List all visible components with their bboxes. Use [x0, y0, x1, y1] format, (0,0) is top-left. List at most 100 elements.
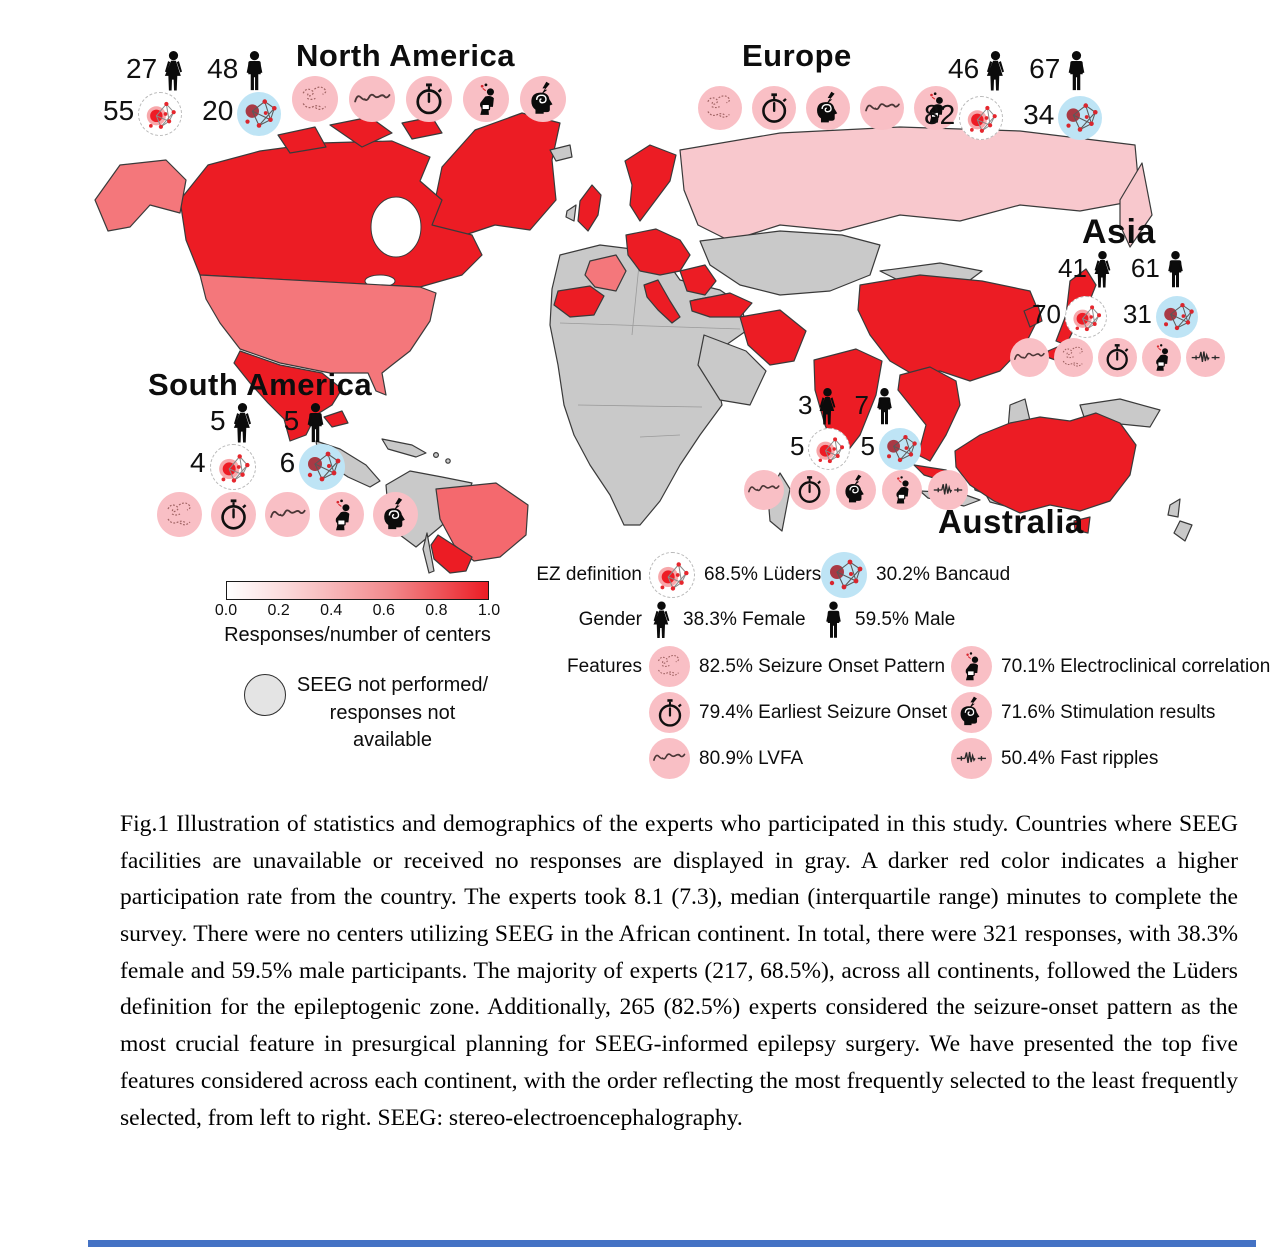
map-greenland	[429, 112, 561, 236]
luders-icon	[1064, 296, 1107, 338]
luders-count: 55	[103, 95, 135, 126]
earliest-seizure-onset-icon	[790, 470, 830, 510]
female-count: 46	[948, 53, 980, 84]
map-mexico	[233, 350, 343, 442]
stimulation-results-icon	[806, 86, 850, 130]
lvfa-icon	[649, 738, 690, 779]
female-icon	[815, 387, 840, 426]
map-scandinavia	[624, 144, 677, 222]
earliest-seizure-onset-icon	[649, 692, 690, 733]
female-percent: 38.3% Female	[683, 609, 806, 630]
stimulation-results-icon	[520, 76, 566, 122]
map-central-asia	[699, 230, 881, 296]
no-seeg-gray-circle	[244, 674, 286, 716]
electroclinical-correlation-icon	[951, 646, 992, 687]
map-iran	[739, 309, 807, 366]
bancaud-count: 20	[202, 95, 234, 126]
tick-4: 0.8	[425, 602, 448, 619]
no-seeg-line2: responses not	[329, 701, 456, 724]
luders-percent: 68.5% Lüders	[704, 564, 822, 585]
no-seeg-note: SEEG not performed/ responses not availa…	[290, 672, 495, 755]
bottom-blue-bar	[88, 1240, 1256, 1247]
luders-icon	[959, 96, 1004, 140]
no-seeg-line1: SEEG not performed/	[296, 674, 489, 696]
asia-features	[1010, 338, 1230, 377]
tick-3: 0.6	[372, 602, 395, 619]
electroclinical-correlation-icon	[882, 470, 922, 510]
stimulation-percent: 71.6% Stimulation results	[1001, 701, 1216, 723]
europe-gender-stats: 46 67	[948, 50, 1090, 92]
south-america-gender-stats: 5 5	[210, 402, 329, 444]
map-usa	[199, 274, 437, 396]
world-map	[94, 112, 1193, 574]
fast-ripples-icon	[951, 738, 992, 779]
map-china	[857, 274, 1041, 382]
seizure-onset-pattern-icon	[1054, 338, 1093, 377]
electroclinical-correlation-icon	[914, 86, 958, 130]
bancaud-percent: 30.2% Bancaud	[876, 564, 1011, 585]
tick-2: 0.4	[320, 602, 343, 619]
seizure-onset-pattern-icon	[649, 646, 690, 687]
tick-0: 0.0	[214, 602, 238, 619]
map-russia	[679, 126, 1141, 242]
legend-features-row1: Features 82.5% Seizure Onset Pattern 70.…	[530, 646, 1270, 687]
bancaud-count: 6	[279, 447, 296, 478]
no-seeg-line3: available	[353, 729, 432, 752]
male-icon	[821, 600, 846, 640]
legend-features-row3: 80.9% LVFA 50.4% Fast ripples	[530, 738, 1158, 779]
europe-features	[698, 86, 968, 130]
bancaud-icon	[878, 428, 921, 470]
map-alaska	[94, 159, 187, 232]
map-se-asia	[897, 366, 961, 462]
map-canada	[179, 140, 483, 288]
lvfa-icon	[1010, 338, 1049, 377]
earliest-seizure-onset-icon	[406, 76, 452, 122]
seizure-onset-pattern-icon	[698, 86, 742, 130]
bancaud-icon	[821, 552, 867, 598]
asia-gender-stats: 41 61	[1058, 250, 1188, 289]
map-arabia	[697, 334, 767, 406]
figure-caption: Fig.1 Illustration of statistics and dem…	[120, 811, 1238, 1131]
luders-icon	[808, 428, 851, 470]
male-count: 48	[207, 53, 239, 84]
bancaud-count: 34	[1023, 99, 1055, 130]
male-count: 67	[1029, 53, 1061, 84]
map-africa	[549, 244, 747, 526]
legend-gender-row: Gender 38.3% Female 59.5% Male	[530, 600, 955, 640]
north-america-gender-stats: 27 48	[126, 50, 268, 92]
tick-5: 1.0	[477, 602, 501, 619]
bancaud-icon	[299, 444, 346, 490]
electroclinical-correlation-icon	[463, 76, 509, 122]
legend-features-row2: 79.4% Earliest Seizure Onset 71.6% Stimu…	[530, 692, 1215, 733]
bancaud-icon	[1155, 296, 1198, 338]
female-count: 3	[798, 390, 813, 420]
male-icon	[872, 387, 897, 426]
stimulation-results-icon	[836, 470, 876, 510]
earliest-seizure-onset-icon	[1098, 338, 1137, 377]
map-iberia	[553, 285, 605, 318]
features-label: Features	[567, 655, 642, 677]
north-america-ez-stats: 55 20	[103, 92, 282, 136]
fast-ripples-icon	[1186, 338, 1225, 377]
map-australia	[954, 412, 1137, 514]
fast-ripples-icon	[928, 470, 968, 510]
female-icon	[1090, 250, 1115, 289]
seizure-onset-pattern-icon	[292, 76, 338, 122]
male-count: 7	[854, 390, 869, 420]
tick-1: 0.2	[267, 602, 290, 619]
map-uk	[577, 184, 602, 232]
map-balkans	[679, 264, 717, 296]
luders-count: 5	[790, 431, 805, 461]
lvfa-icon	[744, 470, 784, 510]
lvfa-percent: 80.9% LVFA	[699, 747, 804, 769]
bancaud-count: 5	[860, 431, 875, 461]
stimulation-results-icon	[951, 692, 992, 733]
female-count: 41	[1058, 253, 1087, 283]
earliest-seizure-onset-icon	[752, 86, 796, 130]
female-count: 5	[210, 405, 226, 436]
asia-ez-stats: 70 31	[1032, 296, 1198, 338]
male-icon	[302, 402, 329, 444]
lvfa-icon	[349, 76, 395, 122]
continent-title-asia: Asia	[1082, 213, 1156, 251]
luders-count: 4	[190, 447, 206, 478]
